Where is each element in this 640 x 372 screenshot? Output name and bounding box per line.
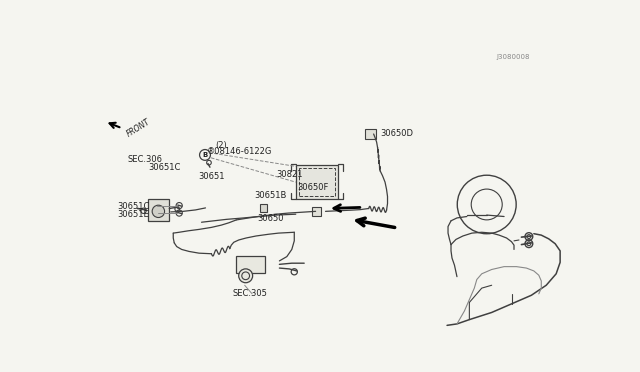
Text: SEC.305: SEC.305 (233, 289, 268, 298)
FancyBboxPatch shape (147, 199, 169, 221)
FancyBboxPatch shape (296, 165, 339, 199)
Text: 30650F: 30650F (297, 183, 328, 192)
Circle shape (152, 205, 164, 218)
Text: 30651C: 30651C (148, 163, 181, 172)
FancyBboxPatch shape (312, 207, 321, 216)
Text: 30651: 30651 (198, 173, 225, 182)
Text: SEC.306: SEC.306 (127, 155, 162, 164)
Text: (2): (2) (215, 141, 227, 150)
Text: ®08146-6122G: ®08146-6122G (207, 147, 273, 156)
Text: 30650: 30650 (257, 214, 284, 223)
Text: 30650D: 30650D (380, 129, 413, 138)
Text: J3080008: J3080008 (497, 54, 530, 60)
FancyBboxPatch shape (236, 256, 265, 273)
FancyBboxPatch shape (260, 204, 267, 212)
Text: B: B (202, 152, 207, 158)
Circle shape (239, 269, 253, 283)
FancyBboxPatch shape (365, 129, 376, 140)
Text: 30651E: 30651E (117, 210, 149, 219)
Text: 30821: 30821 (276, 170, 303, 179)
Text: 30651C: 30651C (117, 202, 150, 211)
Text: FRONT: FRONT (125, 117, 152, 138)
Text: 30651B: 30651B (255, 191, 287, 201)
